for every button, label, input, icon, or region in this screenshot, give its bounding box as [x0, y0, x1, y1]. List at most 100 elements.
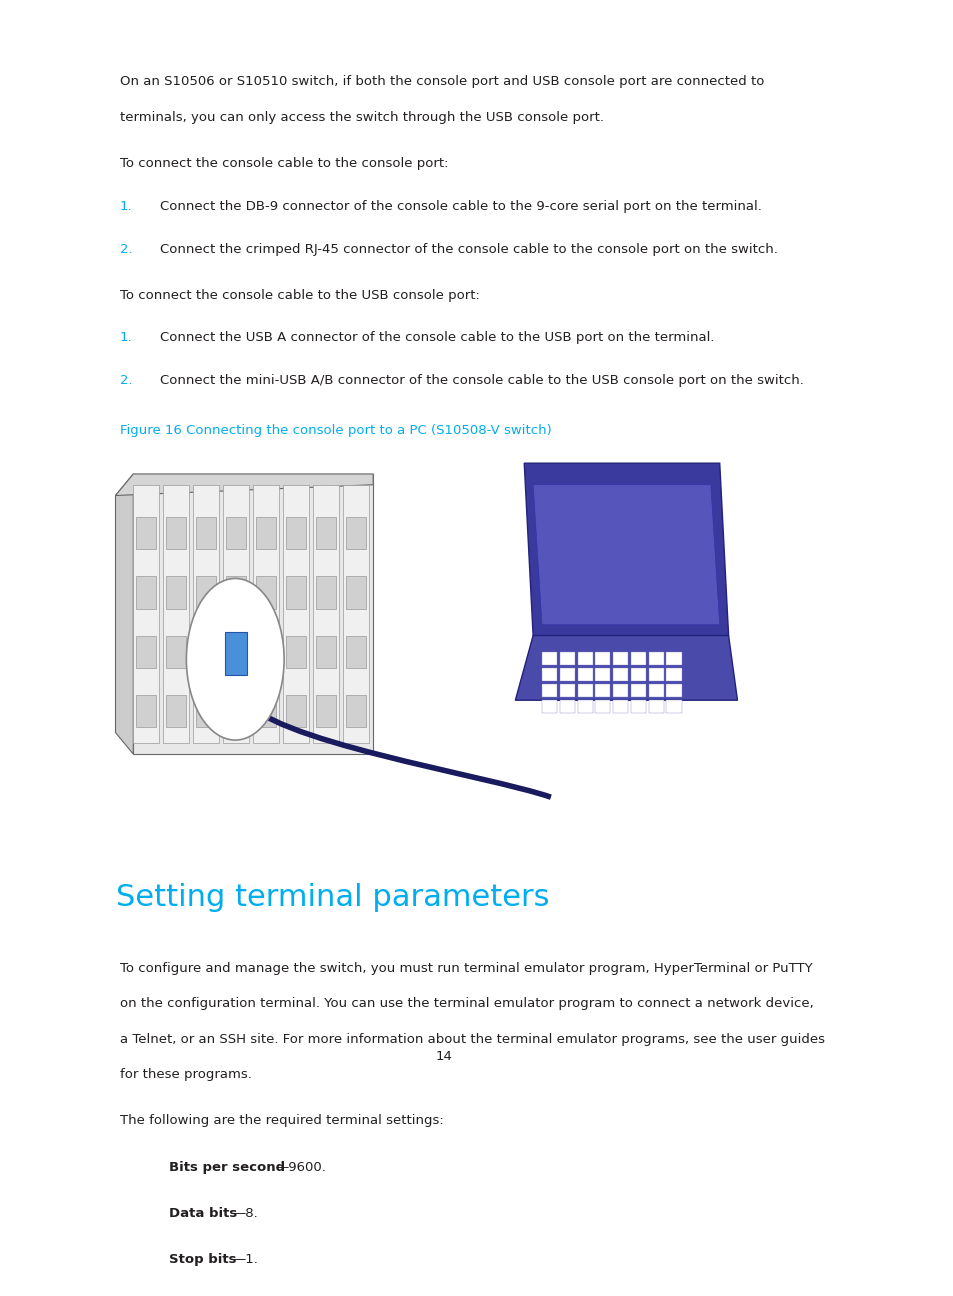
Text: Connect the mini-USB A/B connector of the console cable to the USB console port : Connect the mini-USB A/B connector of th… — [160, 375, 803, 388]
Polygon shape — [136, 577, 155, 609]
Polygon shape — [346, 577, 365, 609]
Polygon shape — [648, 652, 663, 665]
Polygon shape — [223, 485, 249, 744]
Text: Connect the crimped RJ-45 connector of the console cable to the console port on : Connect the crimped RJ-45 connector of t… — [160, 242, 777, 255]
Polygon shape — [595, 700, 610, 713]
Polygon shape — [195, 517, 215, 550]
Polygon shape — [286, 695, 305, 727]
Polygon shape — [613, 684, 627, 697]
Polygon shape — [666, 684, 680, 697]
Polygon shape — [255, 695, 275, 727]
Polygon shape — [226, 635, 246, 667]
Text: To configure and manage the switch, you must run terminal emulator program, Hype: To configure and manage the switch, you … — [120, 962, 812, 975]
Polygon shape — [559, 684, 575, 697]
Polygon shape — [577, 700, 592, 713]
Polygon shape — [630, 684, 645, 697]
Polygon shape — [630, 700, 645, 713]
Polygon shape — [648, 667, 663, 680]
Polygon shape — [559, 667, 575, 680]
Polygon shape — [524, 463, 728, 635]
Polygon shape — [226, 695, 246, 727]
Polygon shape — [515, 635, 737, 700]
Polygon shape — [226, 577, 246, 609]
Text: Setting terminal parameters: Setting terminal parameters — [115, 884, 548, 912]
Polygon shape — [224, 632, 247, 675]
Polygon shape — [595, 684, 610, 697]
Text: 2.: 2. — [120, 375, 132, 388]
Text: To connect the console cable to the console port:: To connect the console cable to the cons… — [120, 157, 448, 170]
Polygon shape — [613, 667, 627, 680]
Polygon shape — [226, 517, 246, 550]
Polygon shape — [315, 695, 335, 727]
Polygon shape — [533, 485, 719, 625]
Polygon shape — [541, 700, 557, 713]
Polygon shape — [286, 517, 305, 550]
Polygon shape — [595, 667, 610, 680]
Polygon shape — [577, 652, 592, 665]
Polygon shape — [115, 474, 373, 495]
Polygon shape — [193, 485, 218, 744]
Polygon shape — [648, 684, 663, 697]
Polygon shape — [346, 635, 365, 667]
Text: Connect the USB A connector of the console cable to the USB port on the terminal: Connect the USB A connector of the conso… — [160, 332, 714, 345]
Text: 1.: 1. — [120, 332, 132, 345]
Text: To connect the console cable to the USB console port:: To connect the console cable to the USB … — [120, 289, 479, 302]
Polygon shape — [166, 635, 186, 667]
Text: —8.: —8. — [233, 1207, 258, 1220]
Polygon shape — [613, 700, 627, 713]
Polygon shape — [286, 577, 305, 609]
Text: terminals, you can only access the switch through the USB console port.: terminals, you can only access the switc… — [120, 111, 603, 124]
Polygon shape — [343, 485, 368, 744]
Polygon shape — [313, 485, 338, 744]
Polygon shape — [136, 695, 155, 727]
Polygon shape — [133, 474, 373, 754]
Polygon shape — [315, 577, 335, 609]
Polygon shape — [195, 635, 215, 667]
Polygon shape — [666, 667, 680, 680]
Text: On an S10506 or S10510 switch, if both the console port and USB console port are: On an S10506 or S10510 switch, if both t… — [120, 75, 763, 88]
Polygon shape — [630, 667, 645, 680]
Polygon shape — [136, 635, 155, 667]
Polygon shape — [255, 517, 275, 550]
Polygon shape — [541, 684, 557, 697]
Text: Data bits: Data bits — [169, 1207, 237, 1220]
Text: —1.: —1. — [233, 1253, 258, 1266]
Polygon shape — [346, 517, 365, 550]
Polygon shape — [666, 700, 680, 713]
Polygon shape — [613, 652, 627, 665]
Polygon shape — [255, 635, 275, 667]
Polygon shape — [559, 652, 575, 665]
Polygon shape — [136, 517, 155, 550]
Text: for these programs.: for these programs. — [120, 1068, 252, 1081]
Polygon shape — [315, 517, 335, 550]
Polygon shape — [315, 635, 335, 667]
Text: 14: 14 — [436, 1051, 453, 1064]
Polygon shape — [195, 695, 215, 727]
Polygon shape — [541, 667, 557, 680]
Text: Bits per second: Bits per second — [169, 1161, 285, 1174]
Text: Stop bits: Stop bits — [169, 1253, 236, 1266]
Text: 1.: 1. — [120, 200, 132, 213]
Text: Connect the DB-9 connector of the console cable to the 9-core serial port on the: Connect the DB-9 connector of the consol… — [160, 200, 761, 213]
Polygon shape — [166, 695, 186, 727]
Polygon shape — [166, 577, 186, 609]
Polygon shape — [666, 652, 680, 665]
Ellipse shape — [186, 578, 284, 740]
Polygon shape — [253, 485, 278, 744]
Text: Figure 16 Connecting the console port to a PC (S10508-V switch): Figure 16 Connecting the console port to… — [120, 424, 551, 437]
Polygon shape — [595, 652, 610, 665]
Polygon shape — [195, 577, 215, 609]
Text: on the configuration terminal. You can use the terminal emulator program to conn: on the configuration terminal. You can u… — [120, 997, 813, 1010]
Text: —9600.: —9600. — [275, 1161, 326, 1174]
Polygon shape — [346, 695, 365, 727]
Polygon shape — [541, 652, 557, 665]
Polygon shape — [283, 485, 309, 744]
Polygon shape — [630, 652, 645, 665]
Text: a Telnet, or an SSH site. For more information about the terminal emulator progr: a Telnet, or an SSH site. For more infor… — [120, 1033, 824, 1046]
Polygon shape — [577, 667, 592, 680]
Polygon shape — [255, 577, 275, 609]
Polygon shape — [286, 635, 305, 667]
Polygon shape — [115, 474, 133, 754]
Polygon shape — [163, 485, 189, 744]
Polygon shape — [166, 517, 186, 550]
